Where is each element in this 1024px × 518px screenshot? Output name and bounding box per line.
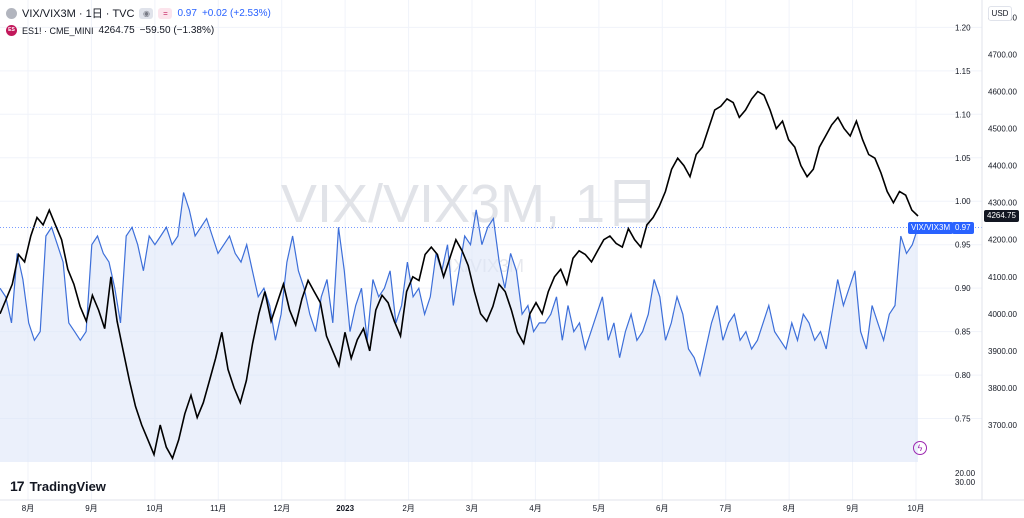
futures-line[interactable] bbox=[0, 90, 919, 461]
currency-button[interactable]: USD bbox=[988, 6, 1012, 21]
legend: VIX/VIX3M · 1日 · TVC ◉ = 0.97 +0.02 (+2.… bbox=[6, 5, 271, 39]
symbol-title[interactable]: VIX/VIX3M · 1日 · TVC bbox=[22, 7, 135, 20]
futures-price-axis[interactable]: 4800.004700.004600.004500.004400.004300.… bbox=[988, 13, 1017, 430]
legend-row-vix[interactable]: VIX/VIX3M · 1日 · TVC ◉ = 0.97 +0.02 (+2.… bbox=[6, 5, 271, 22]
ratio-tick-label: 1.00 bbox=[955, 197, 971, 206]
brand-name: TradingView bbox=[29, 478, 106, 494]
futures-tick-label: 3800.00 bbox=[988, 384, 1017, 393]
volume-tick-label: 30.00 bbox=[955, 478, 976, 487]
tradingview-logo[interactable]: 17 TradingView bbox=[10, 478, 106, 494]
ratio-tick-label: 1.15 bbox=[955, 67, 971, 76]
time-tick-label: 9月 bbox=[85, 504, 97, 513]
time-tick-label: 7月 bbox=[719, 504, 731, 513]
ratio-tick-label: 0.80 bbox=[955, 371, 971, 380]
vix-change: +0.02 (+2.53%) bbox=[201, 7, 271, 19]
es-symbol-icon: ES bbox=[6, 25, 17, 36]
time-tick-label: 6月 bbox=[656, 504, 668, 513]
time-tick-label: 8月 bbox=[783, 504, 795, 513]
futures-tick-label: 4100.00 bbox=[988, 273, 1017, 282]
futures-value-tag: 4264.75 bbox=[984, 209, 1019, 222]
ratio-price-axis[interactable]: 1.20 1.15 1.10 1.05 1.00 0.95 0.90 0.85 0.80 0.75 bbox=[955, 23, 971, 423]
vix-value: 0.97 bbox=[177, 7, 197, 19]
tradingview-mark-icon: 17 bbox=[10, 478, 25, 494]
futures-tick-label: 4200.00 bbox=[988, 236, 1017, 245]
time-tick-label: 10月 bbox=[146, 504, 163, 513]
time-axis[interactable]: 8月 9月 10月 11月 12月 2023 2月 3月 4月 5月 6月 7月 8月 9月 10月 bbox=[22, 504, 925, 513]
ratio-line[interactable] bbox=[0, 192, 919, 378]
legend-row-es[interactable]: ES ES1! · CME_MINI 4264.75 −59.50 (−1.38… bbox=[6, 22, 271, 39]
ratio-tick-label: 1.10 bbox=[955, 110, 971, 119]
watermark-title: VIX/VIX3M, 1日 bbox=[281, 174, 659, 234]
equals-icon[interactable]: = bbox=[158, 8, 173, 19]
ratio-tick-label: 0.75 bbox=[955, 415, 971, 424]
time-tick-label: 3月 bbox=[466, 504, 478, 513]
ratio-tick-label: 0.95 bbox=[955, 241, 971, 250]
ratio-value-tag: 0.97 bbox=[952, 222, 974, 235]
futures-tick-label: 3700.00 bbox=[988, 421, 1017, 430]
es-change: −59.50 (−1.38%) bbox=[139, 24, 215, 36]
time-tick-label: 2月 bbox=[402, 504, 414, 513]
ratio-tick-label: 1.20 bbox=[955, 23, 971, 32]
es-title[interactable]: ES1! · CME_MINI bbox=[22, 25, 94, 36]
ratio-tick-label: 0.90 bbox=[955, 284, 971, 293]
futures-tick-label: 4500.00 bbox=[988, 125, 1017, 134]
lightning-icon[interactable]: ϟ bbox=[913, 441, 927, 455]
time-tick-label: 9月 bbox=[846, 504, 858, 513]
futures-tick-label: 4700.00 bbox=[988, 50, 1017, 59]
ratio-area-fill bbox=[0, 192, 918, 462]
futures-tick-label: 4400.00 bbox=[988, 162, 1017, 171]
futures-tick-label: 4300.00 bbox=[988, 199, 1017, 208]
time-tick-label: 11月 bbox=[210, 504, 226, 513]
ratio-label-tag: VIX/VIX3M bbox=[908, 222, 954, 235]
time-tick-label: 2023 bbox=[336, 504, 354, 513]
time-tick-label: 10月 bbox=[908, 504, 925, 513]
symbol-icon bbox=[6, 8, 17, 19]
futures-tick-label: 3900.00 bbox=[988, 347, 1017, 356]
es-value: 4264.75 bbox=[98, 24, 135, 36]
time-tick-label: 8月 bbox=[22, 504, 34, 513]
time-tick-label: 5月 bbox=[593, 504, 605, 513]
futures-tick-label: 4600.00 bbox=[988, 88, 1017, 97]
time-tick-label: 4月 bbox=[529, 504, 541, 513]
ratio-tick-label: 1.05 bbox=[955, 154, 971, 163]
volume-tick-label: 20.00 bbox=[955, 469, 976, 478]
time-tick-label: 12月 bbox=[273, 504, 290, 513]
futures-tick-label: 4000.00 bbox=[988, 310, 1017, 319]
ratio-tick-label: 0.85 bbox=[955, 328, 971, 337]
eye-icon[interactable]: ◉ bbox=[139, 8, 154, 19]
